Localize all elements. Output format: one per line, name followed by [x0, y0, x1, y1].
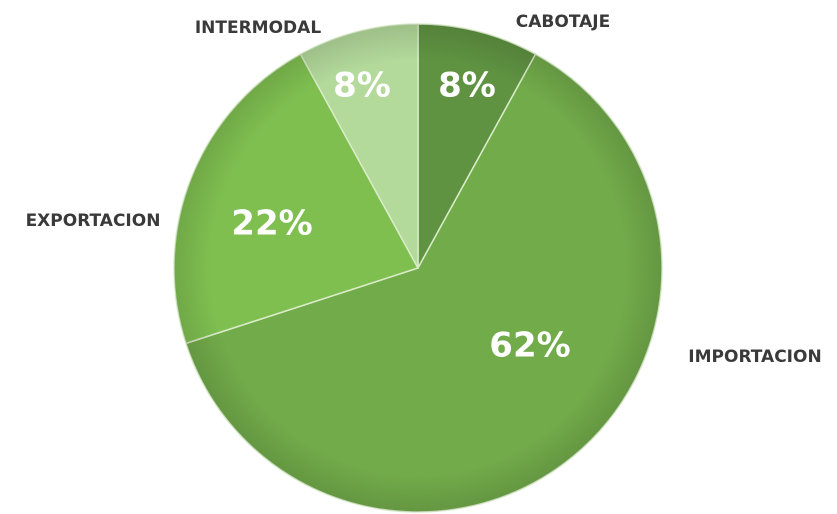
data-label: 8% — [333, 66, 391, 106]
data-label: 62% — [489, 326, 570, 366]
data-label: 8% — [438, 66, 496, 106]
data-label: 22% — [231, 204, 312, 244]
category-label: EXPORTACION — [26, 211, 161, 231]
category-label: IMPORTACION — [688, 347, 821, 367]
category-label: INTERMODAL — [195, 18, 321, 38]
category-label: CABOTAJE — [516, 12, 610, 32]
